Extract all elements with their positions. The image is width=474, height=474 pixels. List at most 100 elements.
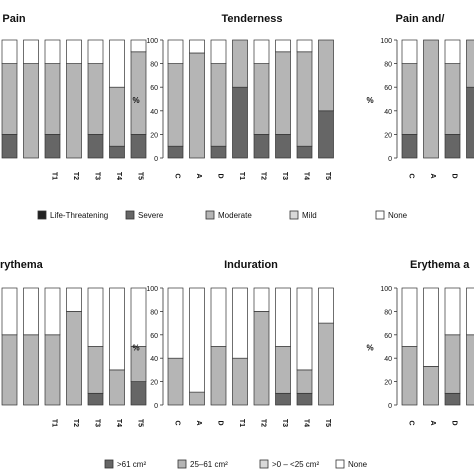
bar-segment [296,145,313,159]
bar-segment [401,287,418,347]
legend-swatch [335,459,345,469]
bar-segment [87,134,104,159]
y-tick-label: 40 [150,109,158,116]
y-tick-label: 20 [150,380,158,387]
y-tick-label: 40 [384,356,392,363]
x-tick-label: T5 [324,172,331,180]
bar-segment [275,39,291,53]
y-tick-label: 40 [384,109,392,116]
bar-segment [189,391,205,406]
bar-segment [296,287,313,371]
chart-panel-1: Pain T1 T2 T3 T4 T5 [1,13,147,180]
x-tick-label: C [174,420,181,425]
x-tick-label: A [195,420,202,425]
bar-segment [466,287,474,336]
y-tick-label: 80 [150,62,158,69]
x-tick-label: D [217,420,224,425]
bar-segment [130,287,147,347]
legend-swatch [259,459,269,469]
bar-segment [1,134,18,159]
chart-panel-6: Erythema a 0 20 40 60 80 100% C A D T1 [366,259,474,427]
bar-segment [189,39,205,54]
x-tick-label: A [429,420,436,425]
chart-panel-4: rythema T1 T2 T3 T4 T5 [0,259,147,427]
y-axis-label: % [366,344,373,353]
bar-segment [167,63,184,147]
y-tick-label: 100 [146,286,158,293]
bar-segment [44,334,61,406]
x-tick-label: D [451,420,458,425]
bar-segment [130,134,147,159]
bar-segment [318,110,334,159]
x-tick-label: C [174,173,181,178]
bar-segment [109,145,125,159]
x-tick-label: C [408,420,415,425]
legend-label: 25–61 cm² [190,460,228,469]
bar-segment [87,39,104,64]
bar-segment [66,287,82,312]
chart-title: rythema [0,259,44,271]
bar-segment [66,311,82,406]
bar-segment [253,63,270,135]
legend-label: Severe [138,211,164,220]
x-tick-label: T5 [324,419,331,427]
bar-segment [1,39,18,64]
bar-segment [444,63,461,135]
x-tick-label: T1 [238,172,245,180]
legend-label: None [388,211,408,220]
legend-bottom: >61 cm² 25–61 cm² >0 – <25 cm² None [104,459,368,469]
bar-segment [44,134,61,159]
bar-segment [130,51,147,135]
x-tick-label: D [217,173,224,178]
bar-segment [253,39,270,64]
chart-panel-2: Tenderness 0 20 40 60 80 100% C A D T1 T2 T3 T4 T5 [132,13,334,180]
x-tick-label: T4 [303,419,310,427]
bar-segment [232,86,248,159]
legend-swatch [289,210,299,220]
y-axis-label: % [366,96,373,105]
bar-segment [167,145,184,159]
bar-segment [275,51,291,135]
bar-segment [210,63,227,147]
x-tick-label: T1 [51,419,58,427]
chart-panel-3: Pain and/0 20 40 60 80 100% C A D T1 [366,13,474,180]
bar-segment [44,63,61,135]
y-tick-label: 20 [150,132,158,139]
charts-layer: Pain T1 T2 T3 T4 T5 Tenderness 0 20 40 60 80 100% C A D… [0,13,474,427]
x-tick-label: T2 [72,419,79,427]
y-tick-label: 80 [384,309,392,316]
bar-segment [87,392,104,406]
bar-segment [253,287,270,312]
legend-label: >61 cm² [117,460,146,469]
bar-segment [189,287,205,393]
y-tick-label: 60 [150,333,158,340]
y-tick-label: 80 [150,309,158,316]
bar-segment [401,39,418,64]
bar-segment [253,134,270,159]
bar-segment [1,63,18,135]
legend-label: Life-Threatening [50,211,108,220]
legend-swatch [375,210,385,220]
x-tick-label: T2 [260,172,267,180]
y-tick-label: 60 [150,85,158,92]
bar-segment [296,392,313,406]
bar-segment [296,39,313,53]
y-tick-label: 100 [380,38,392,45]
bar-segment [210,145,227,159]
bar-segment [232,39,248,88]
bar-segment [466,39,474,88]
y-tick-label: 0 [388,156,392,163]
x-tick-label: T5 [137,172,144,180]
bar-segment [109,86,125,147]
bar-segment [401,63,418,135]
bar-segment [109,39,125,88]
x-tick-label: A [195,173,202,178]
legend-label: None [348,460,368,469]
bar-segment [275,134,291,159]
bar-segment [232,357,248,406]
x-tick-label: T2 [72,172,79,180]
y-tick-label: 80 [384,62,392,69]
bar-segment [1,287,18,336]
x-tick-label: T4 [303,172,310,180]
